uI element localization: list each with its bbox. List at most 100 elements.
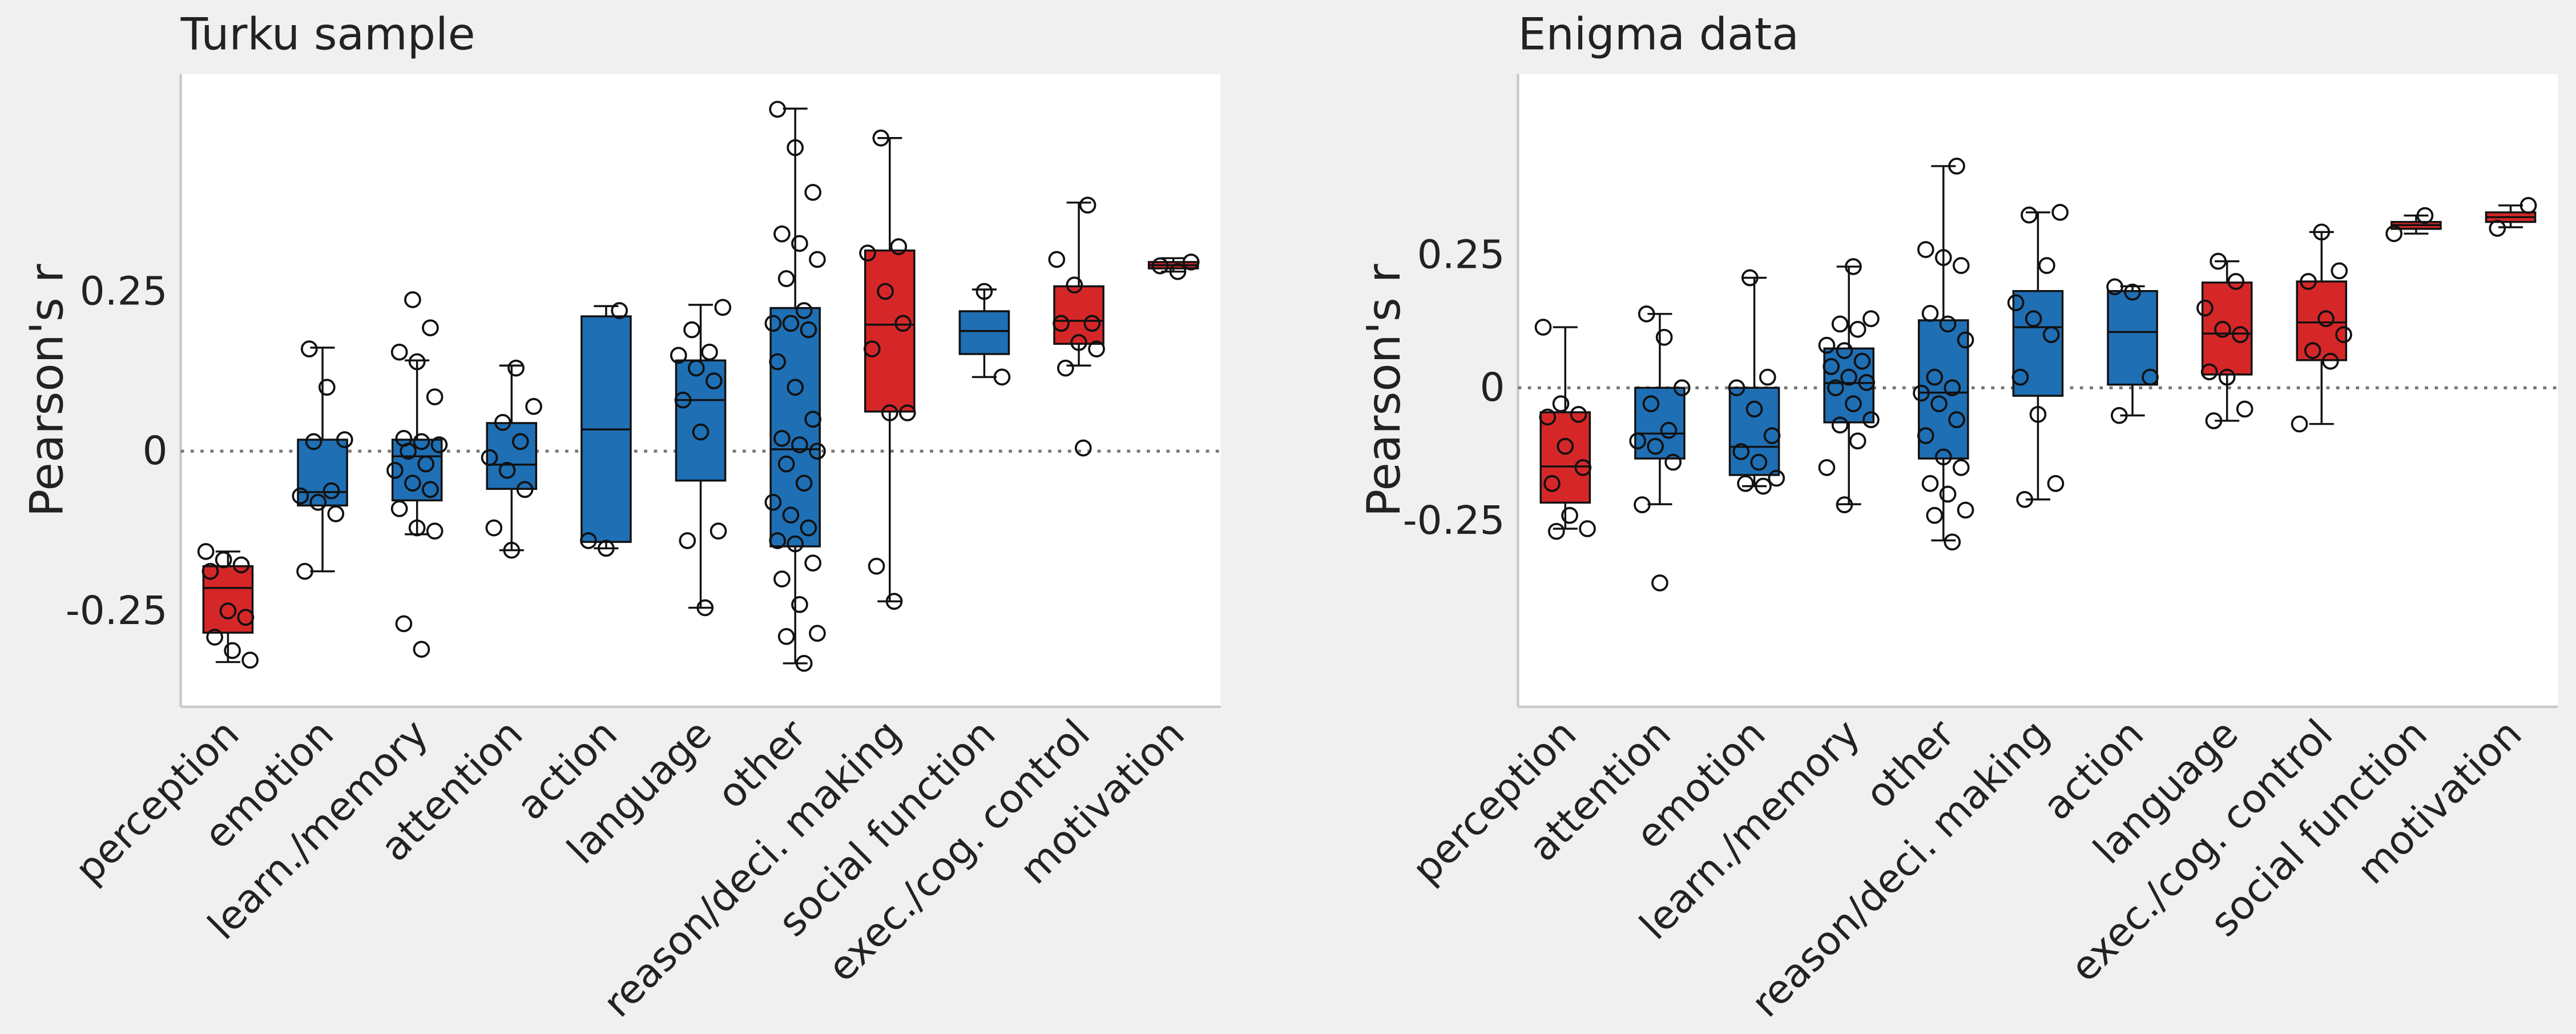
data-point	[705, 372, 723, 389]
data-point	[197, 543, 215, 560]
data-point	[511, 433, 529, 450]
data-point	[1642, 395, 1660, 412]
data-point	[219, 602, 237, 619]
data-point	[1836, 342, 1853, 359]
y-tick-label: -0.25	[1403, 498, 1505, 544]
data-point	[885, 593, 903, 610]
box	[864, 250, 916, 413]
data-point	[1840, 368, 1857, 386]
data-point	[791, 235, 808, 252]
data-point	[327, 505, 345, 522]
data-point	[670, 347, 687, 364]
data-point	[2142, 368, 2159, 386]
data-point	[773, 570, 791, 588]
data-point	[1534, 319, 1552, 336]
data-point	[2042, 326, 2060, 343]
data-point	[1831, 416, 1849, 434]
data-point	[1934, 448, 1952, 466]
data-point	[413, 641, 430, 658]
data-point	[1629, 432, 1646, 450]
data-point	[795, 302, 813, 319]
data-point	[674, 391, 692, 409]
data-point	[787, 535, 804, 553]
data-point	[215, 551, 232, 569]
data-point	[1552, 395, 1570, 412]
data-point	[890, 238, 908, 255]
data-point	[516, 481, 534, 498]
data-point	[232, 556, 250, 574]
data-point	[1913, 384, 1930, 402]
data-point	[1083, 315, 1101, 332]
data-point	[201, 562, 219, 580]
data-point	[494, 414, 511, 431]
data-point	[1849, 320, 1867, 338]
data-point	[1948, 411, 1965, 428]
data-point	[292, 487, 309, 505]
data-point	[2321, 352, 2339, 370]
data-point	[898, 404, 916, 421]
data-point	[485, 519, 503, 537]
data-point	[395, 615, 413, 633]
data-point	[525, 398, 542, 415]
data-point	[769, 353, 786, 371]
data-point	[1660, 421, 1678, 439]
data-point	[777, 270, 795, 287]
data-point	[2011, 368, 2029, 386]
data-point	[1926, 506, 1944, 524]
data-point	[975, 283, 993, 300]
data-point	[1057, 359, 1074, 377]
data-point	[2218, 368, 2236, 386]
y-axis-label: Pearson's r	[20, 264, 74, 517]
data-point	[2124, 283, 2141, 301]
data-point	[305, 433, 322, 450]
data-point	[1655, 328, 1673, 346]
data-point	[764, 315, 782, 332]
data-point	[2313, 223, 2331, 241]
data-point	[2047, 475, 2065, 492]
data-point	[481, 449, 498, 466]
data-point	[2205, 412, 2223, 429]
data-point	[300, 340, 318, 357]
data-point	[2519, 197, 2537, 214]
data-point	[422, 319, 439, 337]
data-point	[993, 368, 1011, 386]
data-point	[773, 430, 791, 447]
data-point	[782, 506, 800, 524]
data-point	[2416, 207, 2434, 224]
data-point	[1638, 305, 1655, 323]
data-point	[692, 423, 709, 441]
data-point	[1917, 427, 1934, 444]
data-point	[322, 482, 340, 500]
y-tick-label: 0	[1480, 365, 1505, 411]
data-point	[1818, 459, 1836, 476]
data-point	[2236, 400, 2254, 418]
data-point	[1930, 395, 1948, 412]
data-point	[782, 315, 800, 332]
data-point	[1741, 269, 1759, 287]
data-point	[430, 436, 448, 453]
y-tick-label: -0.25	[66, 588, 168, 634]
data-point	[1673, 379, 1691, 397]
data-point	[809, 251, 826, 268]
data-point	[800, 321, 817, 339]
box	[2296, 280, 2348, 361]
data-point	[1066, 276, 1083, 294]
data-point	[1547, 522, 1565, 540]
data-point	[224, 642, 241, 659]
y-axis-label: Pearson's r	[1357, 264, 1411, 517]
data-point	[1182, 254, 1200, 271]
data-point	[1570, 405, 1587, 423]
data-point	[1921, 475, 1939, 492]
data-point	[1647, 437, 1664, 455]
data-point	[1737, 475, 1754, 492]
data-point	[1732, 443, 1750, 460]
data-point	[241, 651, 259, 669]
data-point	[1088, 340, 1105, 357]
data-point	[1543, 475, 1561, 492]
data-point	[1579, 520, 1596, 537]
data-point	[309, 493, 327, 511]
data-point	[1561, 506, 1578, 524]
data-point	[804, 184, 822, 201]
data-point	[2196, 299, 2214, 317]
